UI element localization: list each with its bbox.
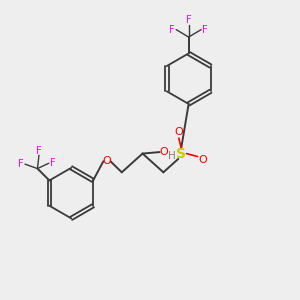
Text: F: F xyxy=(169,25,175,34)
Text: F: F xyxy=(18,159,23,169)
Text: S: S xyxy=(176,147,186,160)
Text: F: F xyxy=(50,158,56,168)
Text: O: O xyxy=(103,156,111,166)
Text: F: F xyxy=(36,146,42,156)
Text: H: H xyxy=(168,151,176,160)
Text: F: F xyxy=(186,15,191,26)
Text: F: F xyxy=(202,25,208,34)
Text: O: O xyxy=(160,147,168,157)
Text: O: O xyxy=(199,154,207,164)
Text: O: O xyxy=(175,127,183,137)
